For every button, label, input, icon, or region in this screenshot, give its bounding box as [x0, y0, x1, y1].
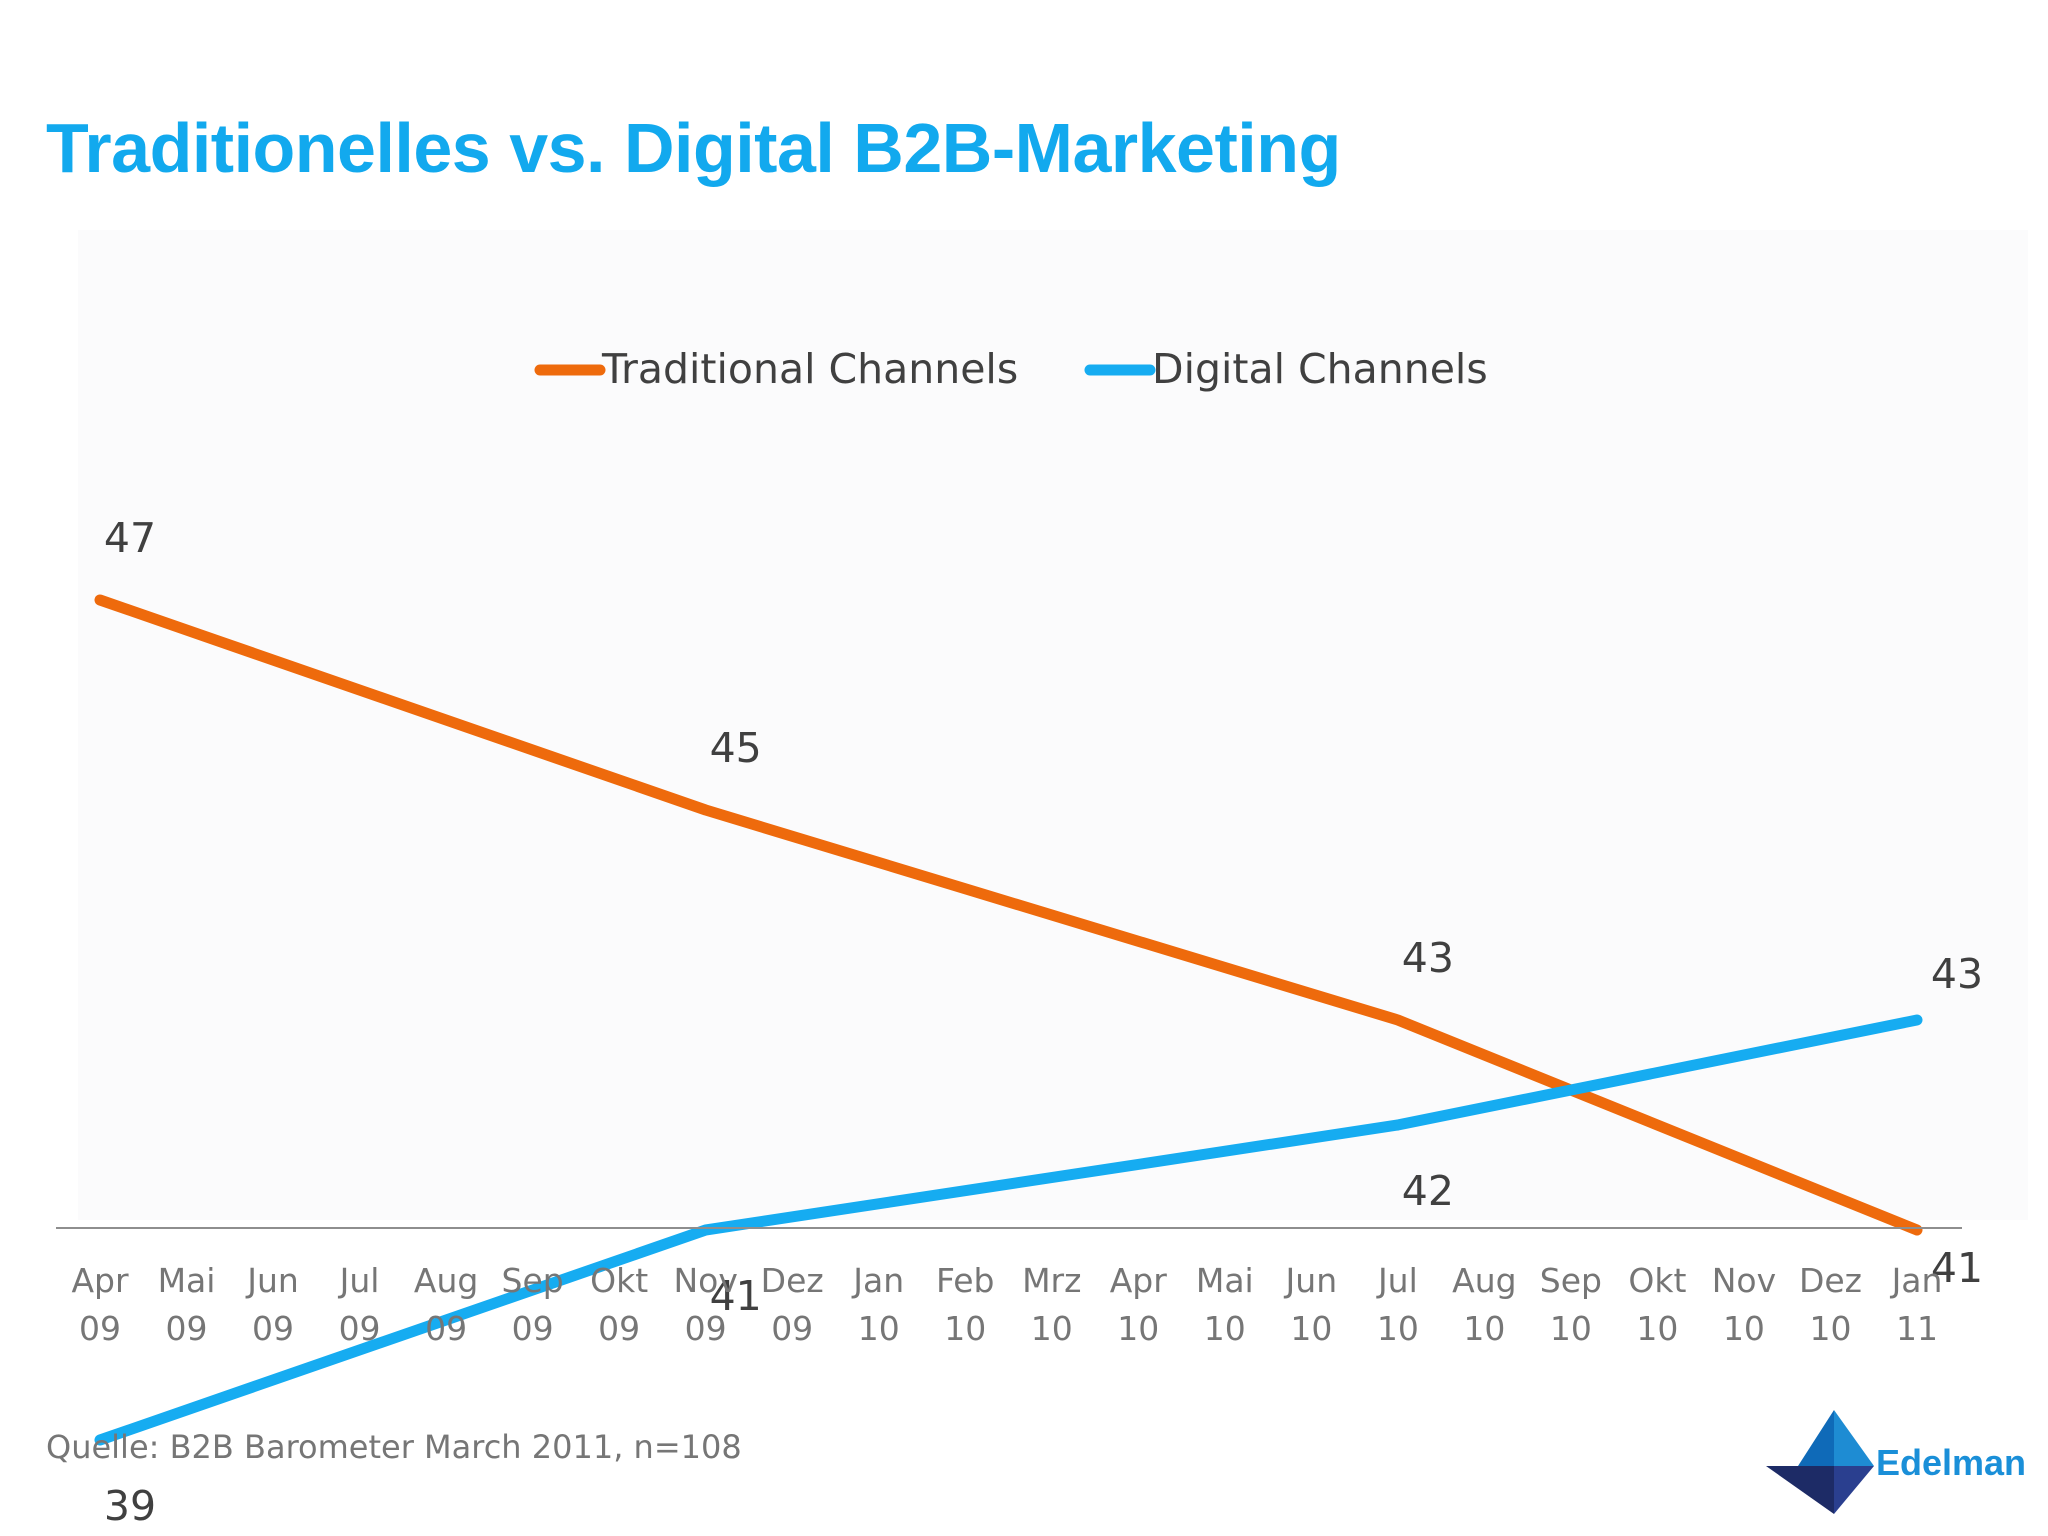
traditional-data-label: 41 — [1931, 1244, 1983, 1292]
x-tick-label: Dez 09 — [761, 1261, 824, 1348]
plot-area — [78, 230, 2028, 1220]
x-tick-label: Jun 10 — [1284, 1261, 1338, 1348]
brand-name: Edelman — [1876, 1442, 2027, 1483]
source-note: Quelle: B2B Barometer March 2011, n=108 — [46, 1428, 742, 1466]
traditional-channels-line — [94, 594, 1923, 1236]
x-tick-label: Dez 10 — [1799, 1261, 1862, 1348]
page-title: Traditionelles vs. Digital B2B-Marketing — [46, 109, 1341, 187]
x-tick-label: Aug 10 — [1452, 1261, 1516, 1348]
traditional-data-label: 47 — [104, 514, 156, 562]
x-tick-label: Jan 11 — [1890, 1261, 1943, 1348]
data-labels: 47 39 45 41 43 42 41 43 — [104, 514, 1983, 1530]
legend-digital-label: Digital Channels — [1152, 345, 1488, 393]
x-tick-label: Mai 10 — [1196, 1261, 1254, 1348]
x-tick-label: Okt 09 — [590, 1261, 648, 1348]
edelman-logo-icon — [1766, 1410, 1874, 1514]
digital-data-label: 43 — [1931, 950, 1983, 998]
digital-data-label: 42 — [1402, 1167, 1454, 1215]
x-tick-label: Sep 10 — [1540, 1261, 1602, 1348]
x-tick-label: Mrz 10 — [1022, 1261, 1081, 1348]
x-tick-label: Aug 09 — [414, 1261, 478, 1348]
x-tick-label: Jan 10 — [851, 1261, 904, 1348]
x-tick-label: Sep 09 — [502, 1261, 564, 1348]
x-tick-label: Mai 09 — [158, 1261, 216, 1348]
x-tick-label: Apr 10 — [1110, 1261, 1168, 1348]
x-axis-tick-labels: Apr 09 Mai 09 Jun 09 Jul 09 Aug 09 Sep 09 Okt 09 Nov 09… — [71, 1261, 1942, 1348]
traditional-data-label: 43 — [1402, 934, 1454, 982]
traditional-data-label: 45 — [710, 724, 762, 772]
digital-data-label: 41 — [710, 1272, 762, 1320]
chart-legend: Traditional Channels Digital Channels — [534, 345, 1488, 393]
x-tick-label: Nov 09 — [673, 1261, 737, 1348]
legend-traditional-label: Traditional Channels — [601, 345, 1018, 393]
x-tick-label: Okt 10 — [1628, 1261, 1686, 1348]
x-tick-label: Apr 09 — [71, 1261, 129, 1348]
x-tick-label: Jun 09 — [245, 1261, 299, 1348]
x-tick-label: Jul 09 — [338, 1261, 381, 1348]
x-tick-label: Jul 10 — [1376, 1261, 1419, 1348]
digital-channels-line — [94, 1014, 1923, 1446]
series-lines — [94, 594, 1923, 1446]
x-tick-label: Nov 10 — [1712, 1261, 1776, 1348]
digital-data-label: 39 — [104, 1482, 156, 1530]
x-tick-label: Feb 10 — [936, 1261, 994, 1348]
